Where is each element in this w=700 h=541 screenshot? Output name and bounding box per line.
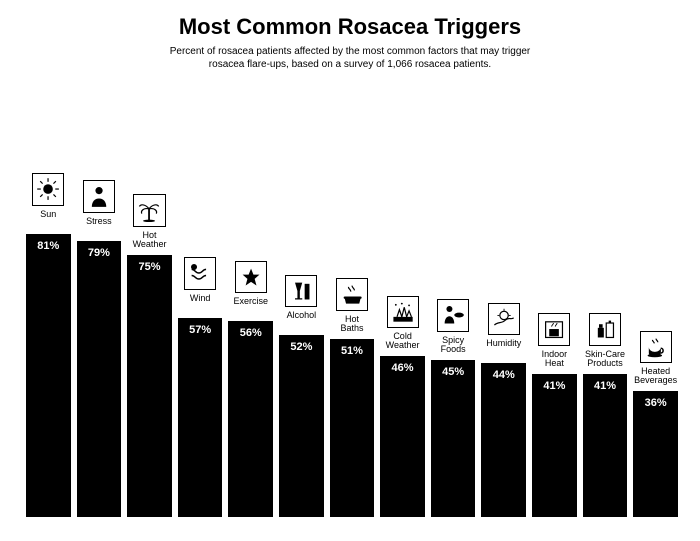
bar: 81%: [26, 234, 71, 518]
category-label: HeatedBeverages: [633, 367, 678, 387]
bar-value: 46%: [380, 362, 425, 374]
bar-value: 52%: [279, 341, 324, 353]
bar-column: Stress 79%: [77, 77, 122, 517]
sun-icon: [32, 173, 64, 205]
bar-column: ColdWeather 46%: [380, 77, 425, 517]
bar: 75%: [127, 255, 172, 518]
bar-value: 36%: [633, 397, 678, 409]
bar: 36%: [633, 391, 678, 517]
wind-icon: [184, 257, 216, 289]
bar-column: SpicyFoods 45%: [431, 77, 476, 517]
bar-value: 57%: [178, 324, 223, 336]
bar-column: Skin-CareProducts 41%: [583, 77, 628, 517]
person-icon: [83, 180, 115, 212]
skincare-icon: [589, 313, 621, 345]
bar: 57%: [178, 318, 223, 518]
exercise-icon: [235, 261, 267, 293]
category-label: HotBaths: [330, 315, 375, 335]
bar: 46%: [380, 356, 425, 517]
bar: 51%: [330, 339, 375, 518]
category-label: Humidity: [481, 339, 526, 359]
bar-column: HotBaths 51%: [330, 77, 375, 517]
cold-icon: [387, 296, 419, 328]
bar: 44%: [481, 363, 526, 517]
bar-value: 79%: [77, 247, 122, 259]
bar-column: IndoorHeat 41%: [532, 77, 577, 517]
bar-value: 51%: [330, 345, 375, 357]
bar-column: HotWeather 75%: [127, 77, 172, 517]
bar: 79%: [77, 241, 122, 518]
bar-column: Wind 57%: [178, 77, 223, 517]
bar: 56%: [228, 321, 273, 517]
bar-value: 41%: [583, 380, 628, 392]
bar-column: HeatedBeverages 36%: [633, 77, 678, 517]
category-label: Skin-CareProducts: [583, 350, 628, 370]
indoor-heat-icon: [538, 313, 570, 345]
humidity-icon: [488, 303, 520, 335]
alcohol-icon: [285, 275, 317, 307]
category-label: HotWeather: [127, 231, 172, 251]
bar-value: 81%: [26, 240, 71, 252]
category-label: IndoorHeat: [532, 350, 577, 370]
category-label: Sun: [26, 210, 71, 230]
beverage-icon: [640, 331, 672, 363]
chart-title: Most Common Rosacea Triggers: [0, 0, 700, 40]
palm-icon: [133, 194, 165, 226]
category-label: SpicyFoods: [431, 336, 476, 356]
bar-value: 44%: [481, 369, 526, 381]
category-label: Wind: [178, 294, 223, 314]
bar-value: 56%: [228, 327, 273, 339]
bar: 52%: [279, 335, 324, 517]
spicy-icon: [437, 299, 469, 331]
bar-value: 45%: [431, 366, 476, 378]
bar-column: Alcohol 52%: [279, 77, 324, 517]
bar-column: Sun 81%: [26, 77, 71, 517]
category-label: ColdWeather: [380, 332, 425, 352]
bar-value: 75%: [127, 261, 172, 273]
bar-column: Exercise 56%: [228, 77, 273, 517]
category-label: Stress: [77, 217, 122, 237]
category-label: Exercise: [228, 297, 273, 317]
chart-subtitle: Percent of rosacea patients affected by …: [160, 46, 540, 71]
bar: 41%: [583, 374, 628, 518]
bar: 45%: [431, 360, 476, 518]
bar-value: 41%: [532, 380, 577, 392]
bar-chart: Sun 81% Stress 79% HotWeather 75% Wind 57% Exerc…: [26, 77, 678, 517]
bath-icon: [336, 278, 368, 310]
category-label: Alcohol: [279, 311, 324, 331]
bar: 41%: [532, 374, 577, 518]
bar-column: Humidity 44%: [481, 77, 526, 517]
